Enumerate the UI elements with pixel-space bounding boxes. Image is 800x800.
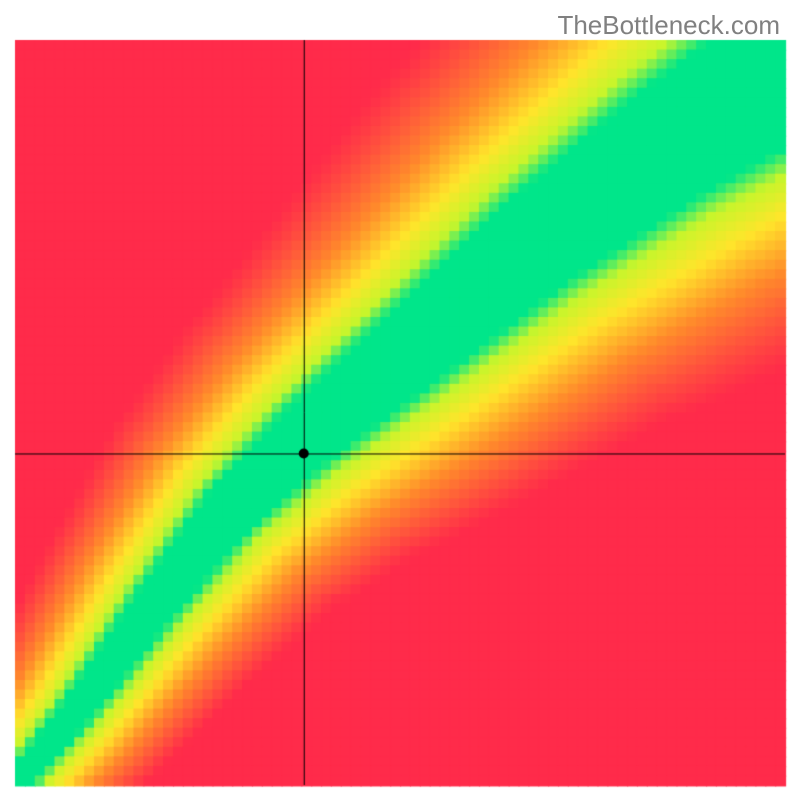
watermark-text: TheBottleneck.com — [557, 10, 780, 41]
chart-container: TheBottleneck.com — [0, 0, 800, 800]
heatmap-canvas — [0, 0, 800, 800]
